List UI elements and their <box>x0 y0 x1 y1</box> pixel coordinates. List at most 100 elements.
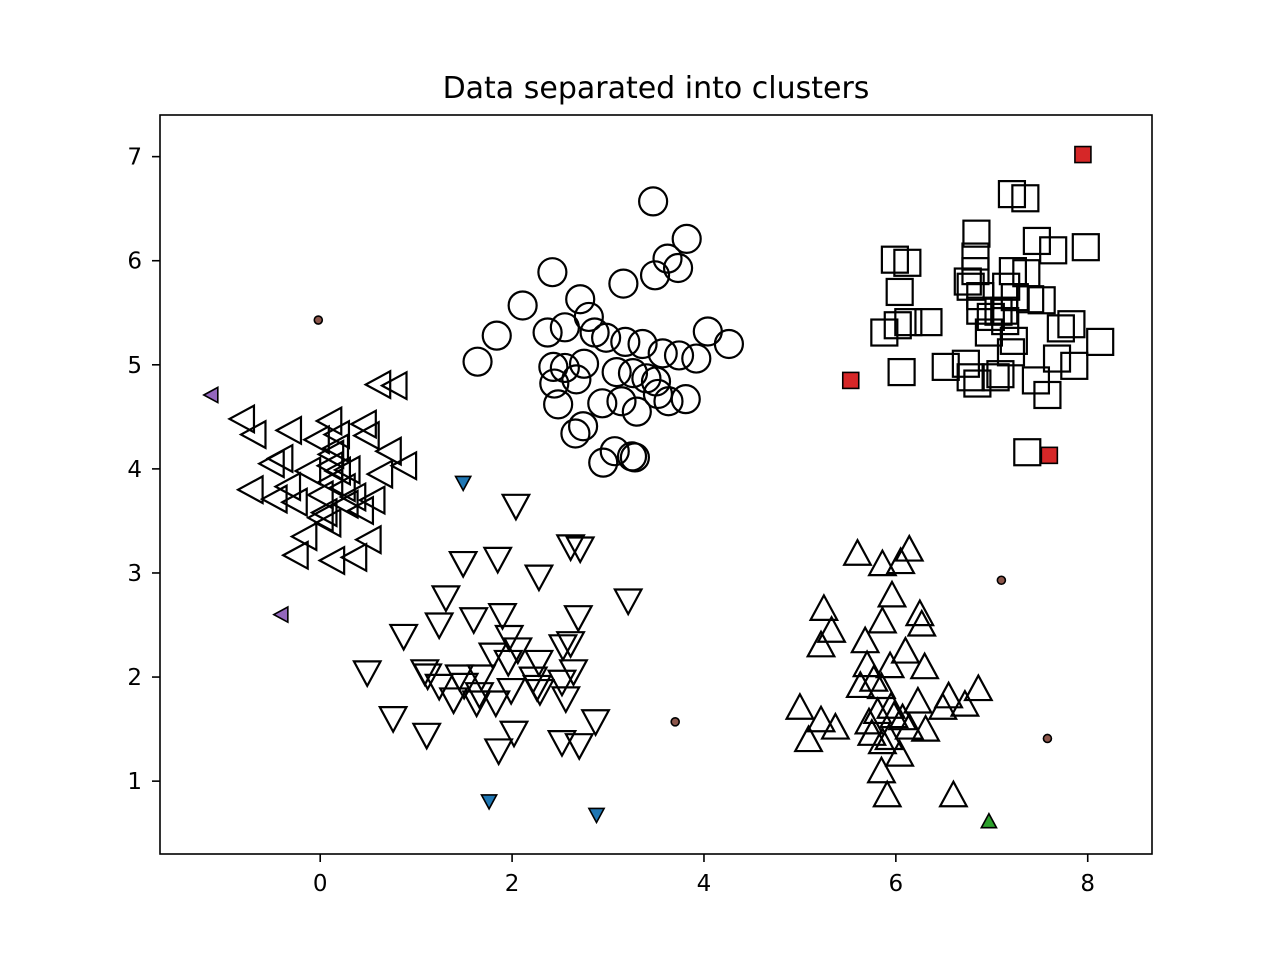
data-point-circle <box>532 317 563 348</box>
data-point-square <box>1071 233 1100 262</box>
data-point-triangle-down <box>547 634 579 663</box>
data-point-square <box>1086 327 1115 357</box>
data-point-triangle-up <box>866 755 897 784</box>
data-point-circle <box>606 386 637 417</box>
data-point-triangle-up <box>890 635 921 664</box>
data-point-circle <box>671 223 702 254</box>
data-point-triangle-up <box>874 650 906 679</box>
data-point-square <box>1057 310 1086 339</box>
data-point-triangle-left <box>274 415 303 446</box>
data-point-triangle-down <box>487 603 518 631</box>
data-point-triangle-down <box>587 807 606 825</box>
data-point-circle <box>537 257 568 288</box>
data-point-triangle-down <box>424 673 455 702</box>
data-point-square <box>1021 366 1051 395</box>
data-point-triangle-down <box>546 669 578 698</box>
data-point-circle <box>647 338 678 369</box>
data-point-circle <box>601 356 632 388</box>
data-point-triangle-up <box>853 706 885 735</box>
x-tick-label: 0 <box>313 871 328 897</box>
data-point-triangle-left <box>227 403 256 435</box>
data-point-triangle-up <box>866 671 897 700</box>
data-point-triangle-left <box>351 420 380 451</box>
data-point-triangle-down <box>580 709 611 738</box>
data-point-square <box>1040 446 1059 465</box>
data-point-triangle-down <box>493 649 524 678</box>
data-point-triangle-up <box>872 779 903 808</box>
data-point-triangle-down <box>498 720 530 749</box>
data-point-circle <box>616 441 648 472</box>
data-point-circle <box>1042 733 1053 744</box>
data-point-triangle-left <box>265 443 294 474</box>
data-point-triangle-left <box>327 472 356 503</box>
data-point-triangle-up <box>902 685 934 714</box>
data-point-triangle-left <box>272 605 289 624</box>
x-tick-label: 4 <box>697 871 712 897</box>
data-point-triangle-up <box>878 700 910 729</box>
data-point-triangle-left <box>289 521 318 552</box>
data-point-circle <box>639 260 671 291</box>
data-point-square <box>893 248 922 277</box>
data-point-circle <box>670 717 680 727</box>
data-point-triangle-left <box>389 450 418 481</box>
data-point-circle <box>692 316 723 347</box>
data-point-circle <box>663 340 695 371</box>
data-point-triangle-left <box>301 424 330 455</box>
data-point-circle <box>662 252 694 284</box>
data-point-square <box>1027 286 1056 315</box>
x-tick-label: 6 <box>889 871 904 897</box>
data-point-triangle-up <box>979 812 998 829</box>
data-point-triangle-left <box>379 370 408 401</box>
data-point-triangle-left <box>202 386 219 404</box>
data-point-triangle-down <box>555 534 586 563</box>
data-point-triangle-left <box>353 524 382 555</box>
data-point-square <box>1033 380 1062 410</box>
data-point-square <box>1022 226 1051 256</box>
data-point-triangle-up <box>894 711 925 740</box>
data-point-triangle-up <box>845 670 876 699</box>
data-point-square <box>883 311 912 340</box>
data-point-triangle-up <box>938 779 969 808</box>
data-point-triangle-left <box>235 474 264 505</box>
data-point-triangle-down <box>524 678 556 707</box>
data-point-triangle-up <box>808 593 840 622</box>
data-point-triangle-left <box>349 408 377 440</box>
data-point-square <box>1046 314 1075 343</box>
data-point-triangle-left <box>330 489 359 520</box>
data-point-triangle-up <box>909 651 940 680</box>
data-point-square <box>841 371 860 390</box>
data-point-triangle-up <box>887 702 918 731</box>
data-point-square <box>1016 285 1045 314</box>
data-point-triangle-up <box>963 673 994 702</box>
data-point-triangle-down <box>377 706 409 734</box>
data-point-triangle-down <box>523 564 555 593</box>
data-point-circle <box>549 352 580 384</box>
data-point-square <box>894 308 923 337</box>
data-point-triangle-up <box>793 724 824 753</box>
data-point-triangle-down <box>424 612 455 641</box>
data-point-square <box>984 297 1013 326</box>
y-tick-label: 2 <box>127 665 142 691</box>
data-point-triangle-up <box>876 579 908 608</box>
data-point-triangle-up <box>816 614 847 643</box>
data-point-triangle-left <box>332 454 361 486</box>
data-point-circle <box>610 326 641 358</box>
data-point-square <box>999 326 1028 355</box>
data-point-triangle-left <box>373 436 402 467</box>
data-point-square <box>976 302 1005 332</box>
x-tick-label: 2 <box>505 871 520 897</box>
data-point-circle <box>587 388 618 419</box>
data-point-circle <box>652 243 683 274</box>
data-point-circle <box>619 442 650 473</box>
data-point-circle <box>560 418 591 449</box>
data-point-triangle-down <box>558 659 589 688</box>
data-point-triangle-down <box>555 631 586 660</box>
data-point-triangle-up <box>805 704 837 733</box>
data-point-circle <box>538 351 569 382</box>
data-point-square <box>1011 184 1040 213</box>
data-point-triangle-up <box>856 717 888 746</box>
data-point-triangle-down <box>546 729 578 758</box>
data-point-circle <box>565 284 596 315</box>
data-point-triangle-down <box>448 550 479 579</box>
